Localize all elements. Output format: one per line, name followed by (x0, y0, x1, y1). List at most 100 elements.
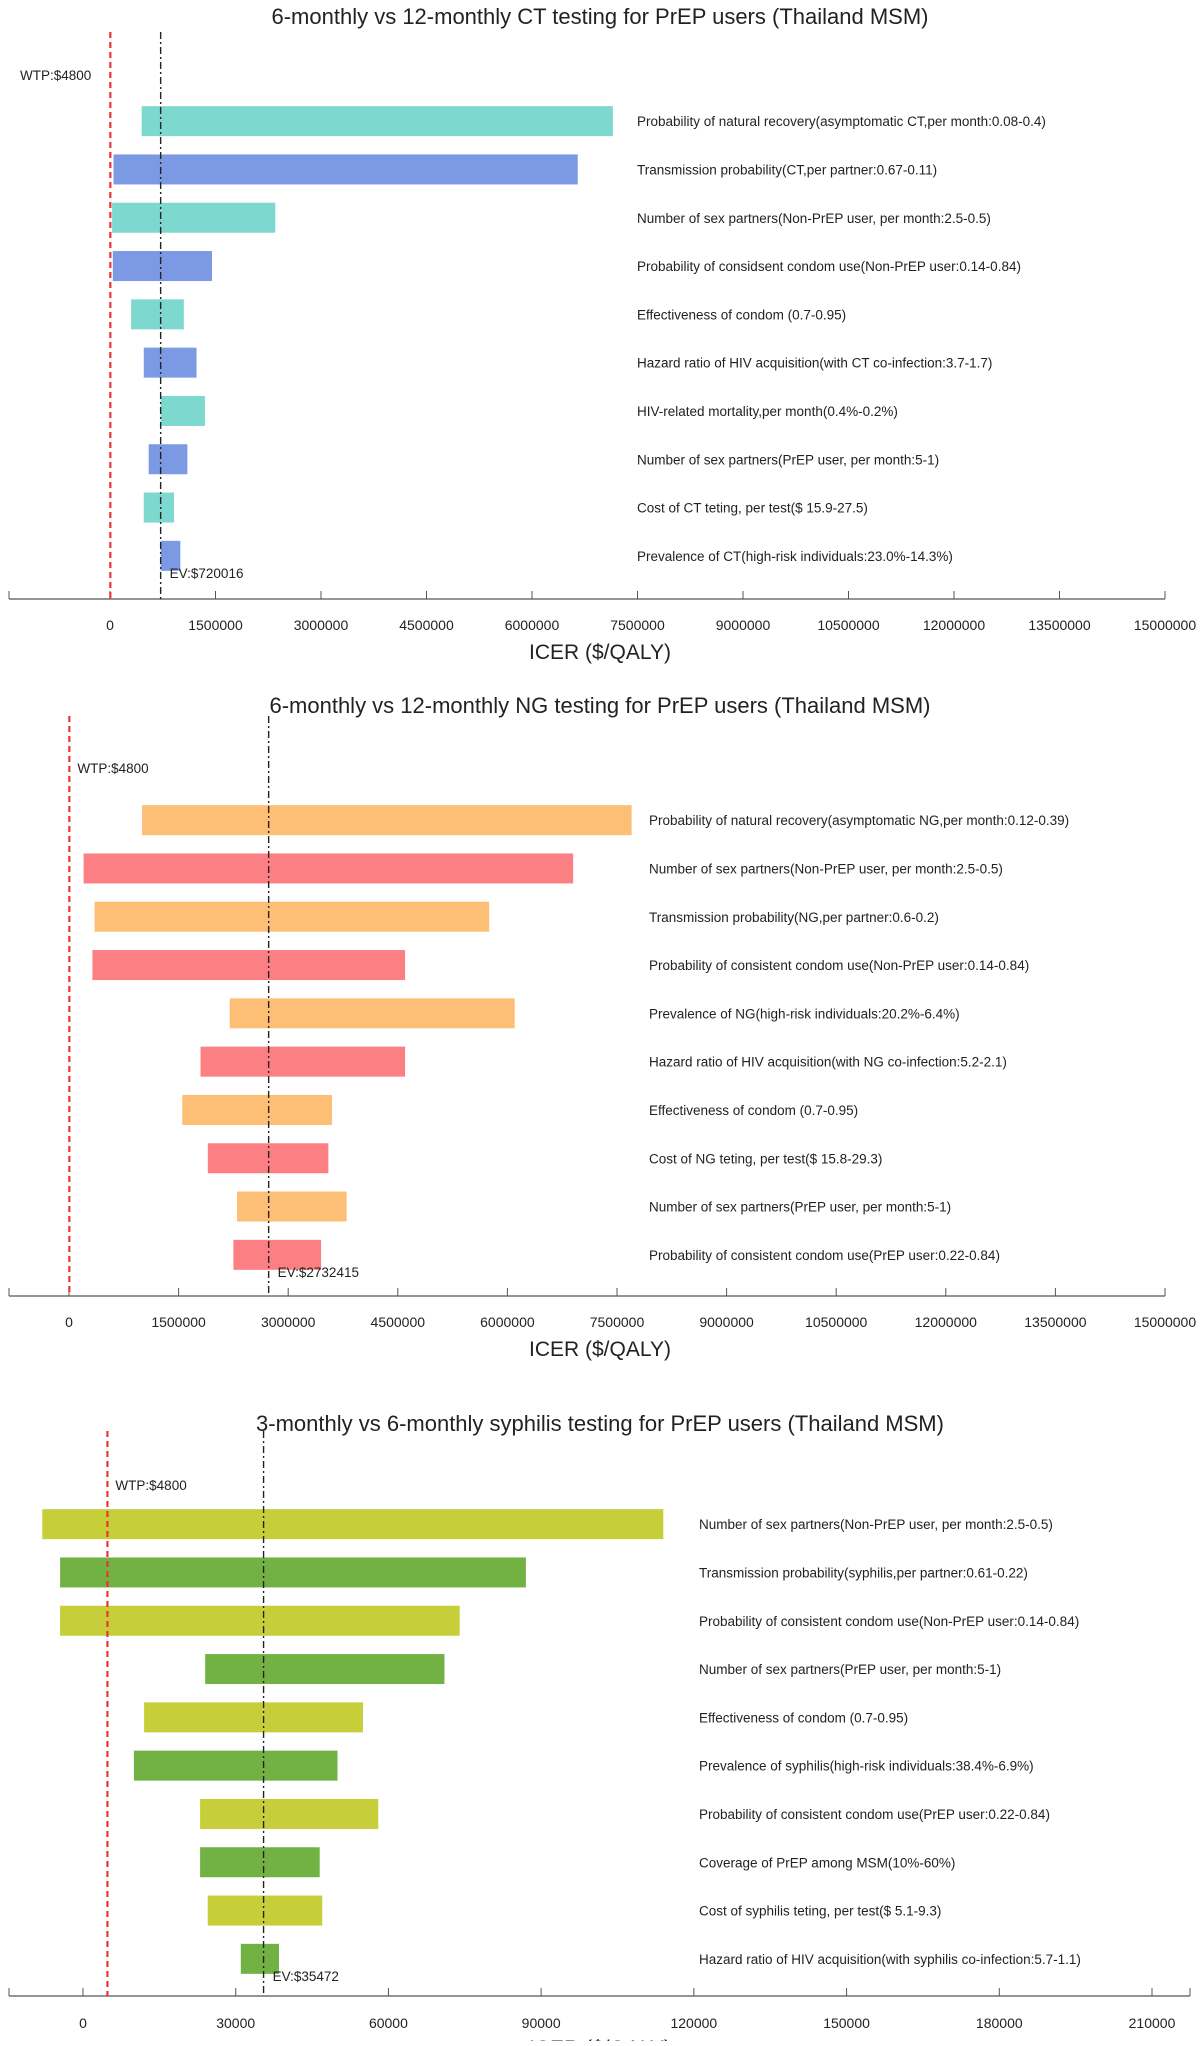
tornado-bar (233, 1239, 322, 1270)
x-axis-title: ICER ($/QALY) (529, 1338, 671, 1361)
tornado-bar (182, 1094, 333, 1125)
wtp-label: WTP:$4800 (115, 1478, 186, 1493)
tornado-bar (200, 1847, 320, 1878)
x-tick-label: 0 (65, 1314, 73, 1330)
bar-label: Hazard ratio of HIV acquisition(with NG … (649, 1055, 1007, 1070)
tornado-bar (200, 1798, 379, 1829)
bar-label: Prevalence of syphilis(high-risk individ… (699, 1759, 1034, 1774)
x-tick-label: 150000 (823, 2015, 870, 2031)
bar-label: Prevalence of CT(high-risk individuals:2… (637, 549, 953, 564)
tornado-bar (60, 1605, 460, 1636)
x-tick-label: 15000000 (1134, 617, 1197, 633)
bar-label: Effectiveness of condom (0.7-0.95) (699, 1710, 908, 1725)
tornado-bar (112, 202, 276, 233)
x-tick-label: 9000000 (716, 617, 771, 633)
bar-label: Probability of consistent condom use(Non… (649, 958, 1029, 973)
bar-label: Transmission probability(NG,per partner:… (649, 910, 939, 925)
chart-title: 6-monthly vs 12-monthly CT testing for P… (272, 4, 929, 29)
x-tick-label: 6000000 (505, 617, 560, 633)
tornado-bar (144, 1702, 363, 1733)
bar-label: Probability of consistent condom use(PrE… (699, 1807, 1050, 1822)
bar-label: Number of sex partners(Non-PrEP user, pe… (637, 211, 991, 226)
x-tick-label: 15000000 (1134, 1314, 1197, 1330)
tornado-bar (207, 1895, 323, 1926)
x-tick-label: 90000 (522, 2015, 561, 2031)
tornado-bar (133, 1750, 338, 1781)
x-tick-label: 1500000 (188, 617, 243, 633)
bar-label: Number of sex partners(Non-PrEP user, pe… (649, 861, 1003, 876)
bar-label: Coverage of PrEP among MSM(10%-60%) (699, 1855, 955, 1870)
tornado-bar (200, 1046, 406, 1077)
tornado-bar (83, 853, 574, 884)
x-tick-label: 10500000 (817, 617, 880, 633)
x-tick-label: 120000 (670, 2015, 717, 2031)
wtp-label: WTP:$4800 (77, 761, 148, 776)
bar-label: Probability of natural recovery(asymptom… (649, 813, 1069, 828)
bar-label: Effectiveness of condom (0.7-0.95) (637, 307, 846, 322)
x-tick-label: 13500000 (1028, 617, 1091, 633)
x-axis-title: ICER ($/QALY) (529, 641, 671, 664)
chart-title: 3-monthly vs 6-monthly syphilis testing … (256, 1411, 944, 1436)
x-tick-label: 4500000 (371, 1314, 426, 1330)
x-tick-label: 4500000 (399, 617, 454, 633)
tornado-bar (160, 395, 205, 426)
bar-label: Transmission probability(syphilis,per pa… (699, 1565, 1028, 1580)
x-tick-label: 12000000 (915, 1314, 978, 1330)
tornado-bar (240, 1943, 279, 1974)
tornado-bar (205, 1654, 445, 1685)
x-axis-title: ICER ($/QALY) (529, 2037, 671, 2041)
bar-label: Hazard ratio of HIV acquisition(with CT … (637, 356, 992, 371)
tornado-bar (237, 1191, 347, 1222)
x-tick-label: 3000000 (261, 1314, 316, 1330)
tornado-bar (60, 1557, 526, 1588)
wtp-label: WTP:$4800 (20, 68, 91, 83)
bar-label: Prevalence of NG(high-risk individuals:2… (649, 1006, 960, 1021)
bar-label: Probability of consistent condom use(PrE… (649, 1248, 1000, 1263)
ev-label: EV:$35472 (273, 1969, 339, 1984)
bar-label: Probability of natural recovery(asymptom… (637, 114, 1046, 129)
x-tick-label: 1500000 (151, 1314, 206, 1330)
x-tick-label: 9000000 (699, 1314, 754, 1330)
bar-label: Transmission probability(CT,per partner:… (637, 162, 937, 177)
x-tick-label: 60000 (369, 2015, 408, 2031)
ev-label: EV:$720016 (170, 566, 244, 581)
bar-label: Hazard ratio of HIV acquisition(with syp… (699, 1952, 1081, 1967)
x-tick-label: 0 (79, 2015, 87, 2031)
tornado-bar (141, 106, 613, 137)
x-tick-label: 3000000 (294, 617, 349, 633)
bar-label: Probability of considsent condom use(Non… (637, 259, 1021, 274)
tornado-bar (113, 154, 578, 185)
bar-label: Cost of NG teting, per test($ 15.8-29.3) (649, 1151, 882, 1166)
bar-label: HIV-related mortality,per month(0.4%-0.2… (637, 404, 898, 419)
x-tick-label: 0 (106, 617, 114, 633)
tornado-bar (143, 492, 175, 523)
x-tick-label: 7500000 (590, 1314, 645, 1330)
x-tick-label: 180000 (976, 2015, 1023, 2031)
bar-label: Number of sex partners(PrEP user, per mo… (699, 1662, 1001, 1677)
tornado-bar (94, 901, 490, 932)
tornado-bar (160, 540, 181, 571)
x-tick-label: 7500000 (610, 617, 665, 633)
x-tick-label: 13500000 (1024, 1314, 1087, 1330)
bar-label: Number of sex partners(Non-PrEP user, pe… (699, 1517, 1053, 1532)
bar-label: Cost of syphilis teting, per test($ 5.1-… (699, 1904, 941, 1919)
bar-label: Cost of CT teting, per test($ 15.9-27.5) (637, 501, 868, 516)
tornado-bar (148, 444, 188, 475)
tornado-bar (131, 299, 184, 330)
tornado-bar (92, 950, 406, 981)
chart-title: 6-monthly vs 12-monthly NG testing for P… (269, 693, 930, 718)
tornado-bar (112, 251, 212, 282)
tornado-bar (143, 347, 197, 378)
tornado-bar (229, 998, 515, 1029)
bar-label: Number of sex partners(PrEP user, per mo… (637, 452, 939, 467)
x-tick-label: 12000000 (923, 617, 986, 633)
bar-label: Effectiveness of condom (0.7-0.95) (649, 1103, 858, 1118)
bar-label: Probability of consistent condom use(Non… (699, 1614, 1079, 1629)
x-tick-label: 6000000 (480, 1314, 535, 1330)
tornado-bar (142, 805, 632, 836)
ev-label: EV:$2732415 (278, 1265, 359, 1280)
x-tick-label: 10500000 (805, 1314, 868, 1330)
tornado-bar (42, 1509, 664, 1540)
bar-label: Number of sex partners(PrEP user, per mo… (649, 1200, 951, 1215)
